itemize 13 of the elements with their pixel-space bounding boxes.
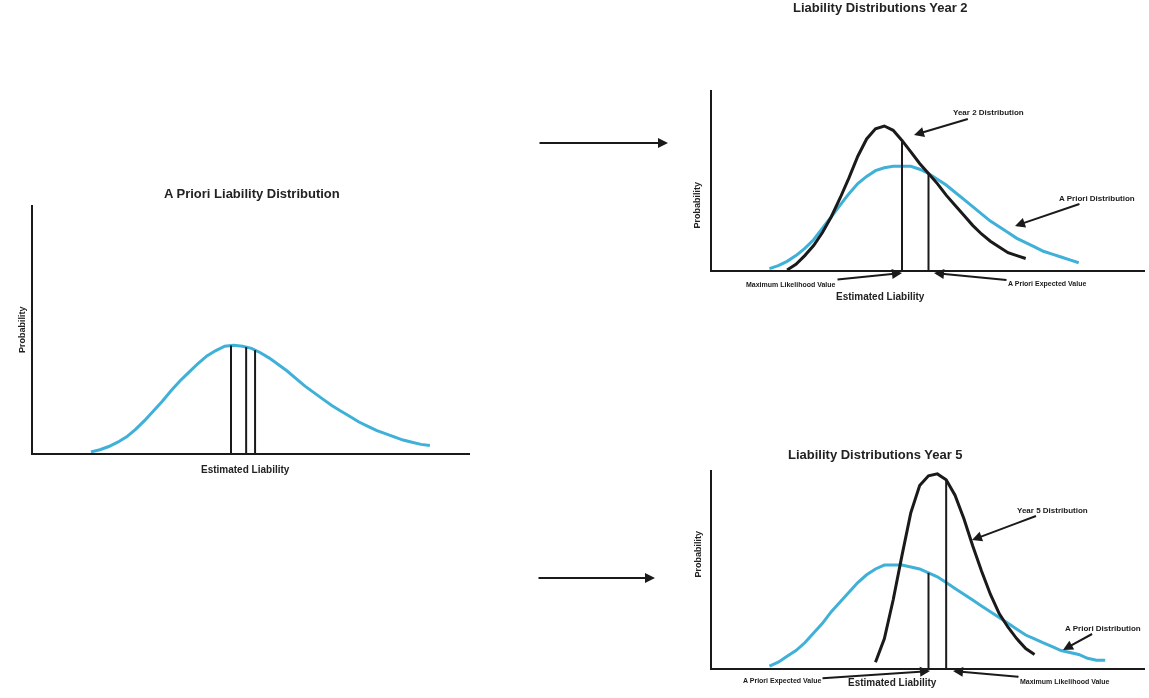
text: A Priori Distribution [1065, 624, 1141, 633]
x-axis-title: Estimated Liability [201, 464, 290, 475]
text: Year 2 Distribution [953, 108, 1024, 117]
chart-title: A Priori Liability Distribution [164, 186, 340, 201]
y-axis-title: Probability [17, 306, 27, 353]
text: A Priori Distribution [1059, 194, 1135, 203]
x-axis-title: Estimated Liability [848, 677, 937, 688]
y-axis-title: Probability [691, 181, 702, 229]
y-axis-title: Probability [692, 530, 703, 578]
chart-title: Liability Distributions Year 5 [788, 447, 963, 462]
text: Year 5 Distribution [1017, 506, 1088, 515]
chart-title: Liability Distributions Year 2 [793, 0, 968, 15]
x-axis-title: Estimated Liability [836, 291, 925, 302]
